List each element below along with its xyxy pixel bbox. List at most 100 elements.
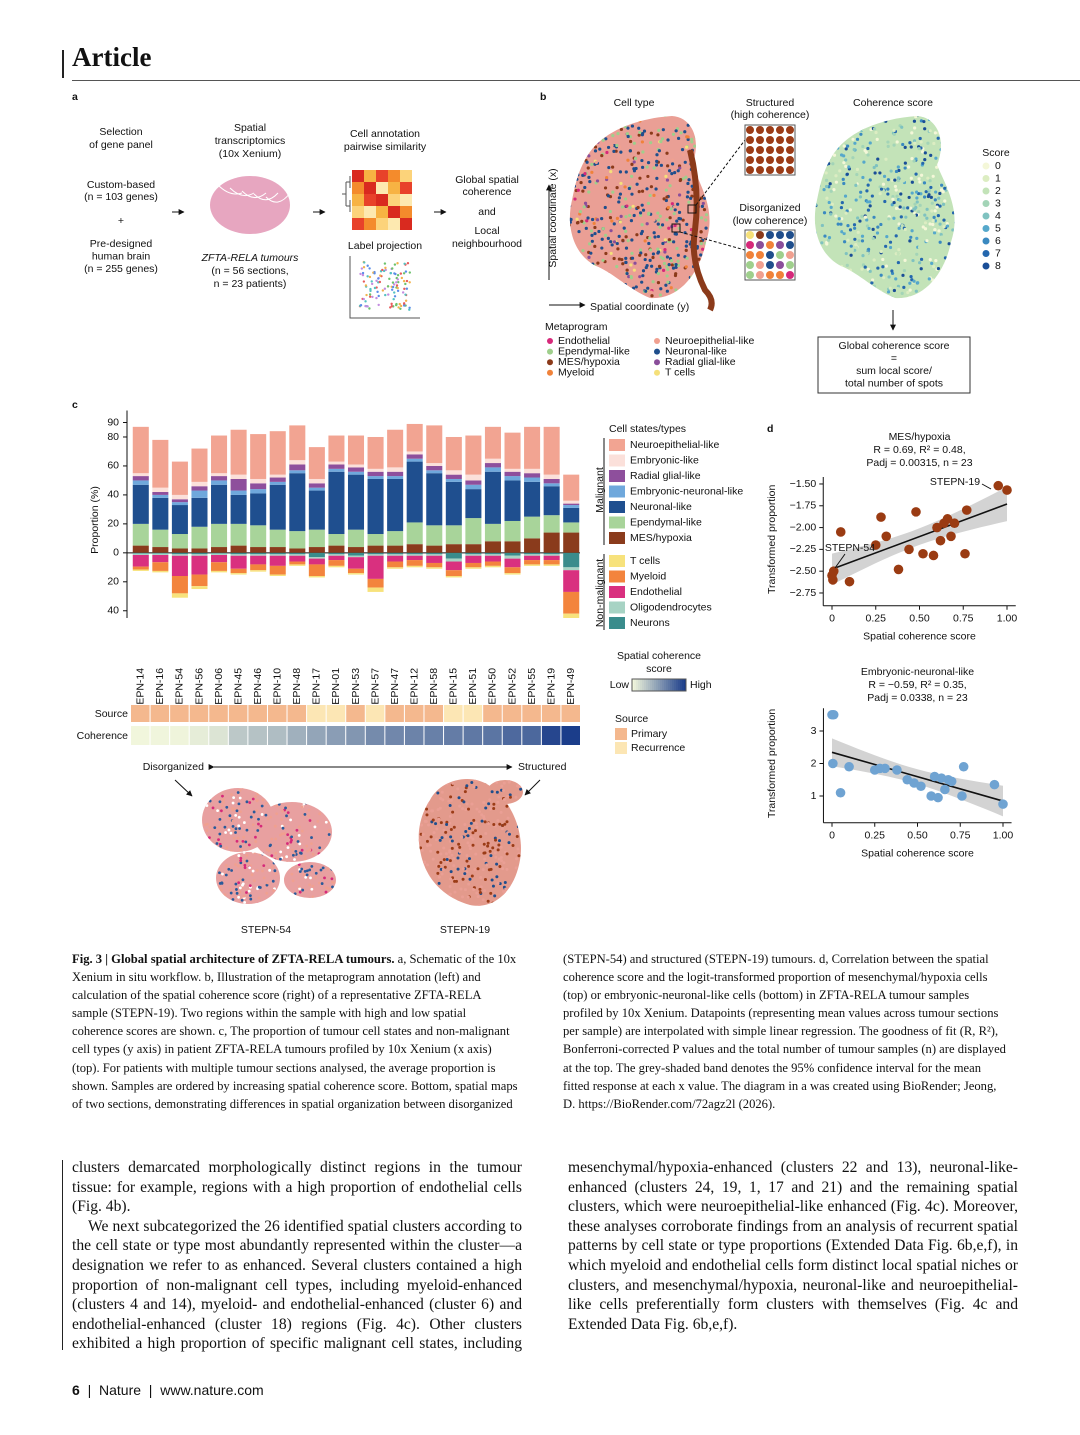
cell-dot — [453, 890, 457, 894]
cell-dot — [242, 894, 246, 898]
score-dot — [906, 206, 910, 210]
cell-dot — [489, 891, 493, 895]
bar-segment — [308, 547, 325, 553]
cell-dot — [242, 851, 246, 854]
cell-dot — [469, 821, 473, 825]
cell-dot — [439, 867, 443, 871]
score-dot — [957, 160, 960, 163]
score-dot — [915, 200, 919, 204]
legend-swatch — [982, 262, 990, 270]
score-dot — [942, 225, 946, 229]
cell-dot — [656, 222, 660, 226]
source-cell — [307, 705, 326, 722]
cell-dot — [464, 830, 468, 834]
score-dot — [845, 172, 849, 176]
cell-dot — [242, 835, 246, 839]
y-tick-label: 1 — [811, 790, 817, 802]
score-dot — [960, 129, 963, 132]
cell-dot — [217, 825, 221, 829]
score-dot — [947, 291, 951, 296]
paragraph: We next subcategorized the 26 identified… — [72, 1159, 1018, 1353]
spot — [786, 271, 794, 279]
cell-dot — [697, 257, 701, 261]
bar-segment — [328, 461, 345, 465]
score-dot — [876, 157, 880, 161]
score-dot — [859, 190, 863, 194]
cell-dot — [247, 889, 251, 893]
cell-dot — [624, 256, 628, 260]
cell-dot — [684, 248, 688, 252]
cell-dot — [699, 120, 703, 124]
cell-dot — [198, 833, 201, 836]
bar-segment — [543, 564, 560, 566]
point — [942, 514, 953, 524]
cell-dot — [502, 797, 506, 801]
cell-dot — [640, 280, 644, 284]
cell-dot — [455, 879, 459, 883]
cell-dot — [686, 292, 690, 296]
gradient-step — [638, 679, 641, 691]
y-tick-label: −2.00 — [790, 521, 817, 533]
score-dot — [955, 277, 958, 280]
score-dot — [913, 126, 917, 130]
cell-dot — [603, 126, 607, 130]
score-dot — [820, 256, 825, 260]
score-dot — [919, 140, 923, 144]
cell-dot — [683, 160, 687, 164]
cell-dot — [595, 123, 599, 127]
score-dot — [930, 261, 934, 265]
cell-dot — [419, 778, 423, 781]
cell-dot — [597, 229, 601, 234]
cell-dot — [211, 847, 215, 850]
cell-dot — [638, 176, 642, 180]
score-dot — [951, 211, 955, 215]
score-dot — [953, 208, 955, 212]
cell-dot — [303, 854, 307, 858]
score-dot — [961, 275, 964, 278]
score-dot — [961, 222, 964, 225]
cell-dot — [257, 902, 260, 904]
cell-dot — [624, 260, 628, 264]
point — [904, 544, 914, 555]
cell-dot — [609, 251, 613, 256]
arrow — [174, 779, 193, 797]
bar-segment — [269, 554, 286, 556]
cell-dot — [239, 848, 243, 852]
cell-dot — [645, 263, 649, 268]
cell-dot — [418, 905, 420, 906]
legend-swatch — [609, 485, 625, 498]
score-dot — [835, 134, 840, 138]
cell-dot — [667, 263, 671, 267]
bar-segment — [308, 557, 325, 559]
score-dot — [929, 288, 933, 293]
cell-dot — [327, 833, 331, 836]
cell-dot — [649, 131, 653, 135]
score-dot — [887, 217, 891, 221]
embedding-dot — [406, 262, 410, 265]
cell-dot — [574, 133, 579, 137]
bar-segment — [367, 468, 384, 472]
cell-dot — [655, 159, 659, 163]
score-dot — [932, 141, 936, 146]
cell-dot — [422, 895, 426, 899]
spot — [746, 126, 754, 134]
cell-dot — [202, 856, 203, 860]
cell-dot — [500, 784, 504, 788]
score-dot — [959, 258, 962, 261]
score-dot — [914, 205, 918, 210]
cell-dot — [523, 861, 526, 864]
cell-dot — [619, 181, 623, 186]
bar-segment — [484, 471, 501, 524]
bar-segment — [367, 578, 384, 588]
cell-dot — [496, 909, 499, 912]
cell-dot — [576, 126, 580, 130]
cell-dot — [563, 250, 566, 253]
cell-dot — [627, 118, 631, 122]
score-dot — [935, 205, 939, 209]
score-dot — [863, 265, 867, 269]
score-dot — [914, 172, 918, 176]
bar-segment — [524, 552, 541, 555]
gradient-step — [642, 679, 645, 691]
score-dot — [874, 111, 877, 114]
cell-dot — [442, 846, 446, 850]
